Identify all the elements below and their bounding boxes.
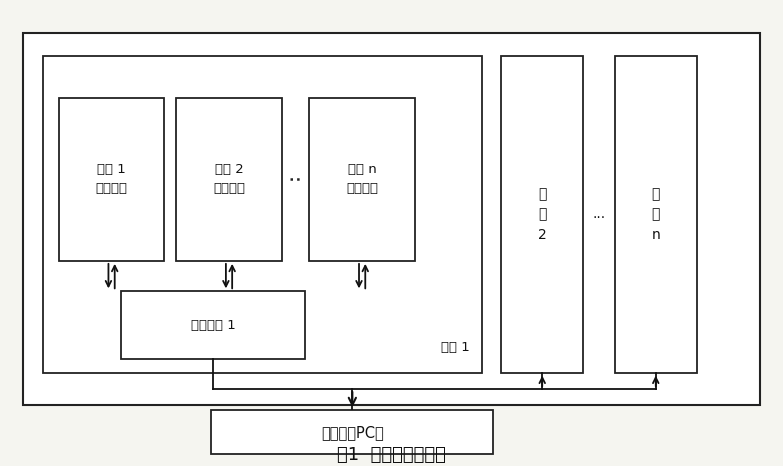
Bar [121, 291, 305, 359]
Text: 楼层 1: 楼层 1 [441, 341, 470, 354]
Bar [23, 33, 760, 405]
Text: 宿舍 1
终端模块: 宿舍 1 终端模块 [96, 164, 128, 195]
Text: ...: ... [593, 207, 605, 221]
Text: 宿舍 2
终端模块: 宿舍 2 终端模块 [213, 164, 245, 195]
Bar [615, 56, 697, 373]
Bar [43, 56, 482, 373]
Bar [59, 98, 164, 261]
Bar [211, 410, 493, 454]
Text: 楼
层
n: 楼 层 n [651, 187, 660, 242]
Bar [176, 98, 282, 261]
Bar [501, 56, 583, 373]
Text: 宿舍 n
终端模块: 宿舍 n 终端模块 [346, 164, 378, 195]
Text: 中控模块 1: 中控模块 1 [191, 319, 236, 331]
Text: 图1  系统模型拓扑图: 图1 系统模型拓扑图 [337, 445, 446, 464]
Text: 上机位（PC）: 上机位（PC） [321, 425, 384, 440]
Bar [309, 98, 415, 261]
Text: 楼
层
2: 楼 层 2 [538, 187, 547, 242]
